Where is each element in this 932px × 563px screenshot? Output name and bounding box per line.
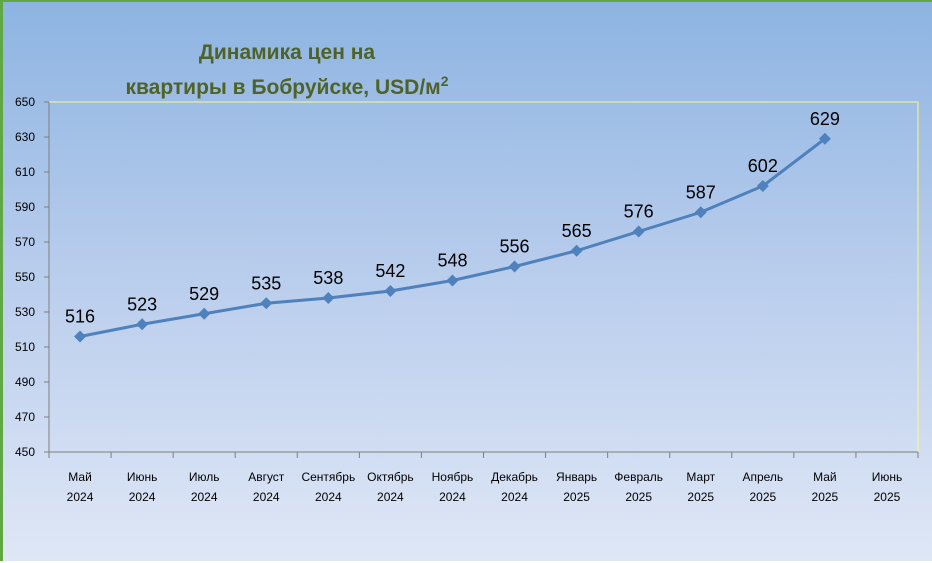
data-point-marker [632, 225, 645, 238]
data-label: 576 [624, 202, 654, 222]
data-label: 556 [500, 237, 530, 257]
x-tick-label-year: 2025 [687, 490, 714, 504]
data-label: 529 [189, 284, 219, 304]
data-point-marker [384, 285, 397, 297]
x-tick-label-year: 2024 [377, 490, 404, 504]
data-label: 523 [127, 294, 157, 314]
data-label: 629 [810, 109, 840, 129]
series [74, 132, 831, 343]
y-tick-label: 570 [15, 235, 35, 249]
x-tick-label-year: 2024 [129, 490, 156, 504]
x-tick-label-month: Январь [556, 470, 597, 484]
x-tick-label-year: 2024 [67, 490, 94, 504]
y-tick-label: 550 [15, 270, 35, 284]
y-tick-label: 630 [15, 130, 35, 144]
data-point-marker [756, 180, 769, 192]
data-labels: 516 523 529 535 538 542 548 556 565 576 587 602 629 [65, 109, 840, 327]
y-tick-label: 590 [15, 200, 35, 214]
data-point-marker [322, 292, 335, 304]
x-tick-label-month: Май [68, 470, 92, 484]
x-tick-label-year: 2024 [191, 490, 218, 504]
y-tick-label: 530 [15, 305, 35, 319]
data-point-marker [694, 206, 707, 219]
x-tick-label-month: Май [813, 470, 837, 484]
x-tick-label-month: Ноябрь [432, 470, 474, 484]
y-tick-label: 610 [15, 165, 35, 179]
x-tick-label-month: Апрель [742, 470, 783, 484]
x-tick-label-year: 2025 [625, 490, 652, 504]
x-tick-label-month: Февраль [614, 470, 663, 484]
x-tick-label-year: 2024 [315, 490, 342, 504]
data-label: 538 [313, 268, 343, 288]
data-point-marker [570, 244, 583, 257]
data-point-marker [508, 260, 521, 273]
y-tick-label: 490 [15, 375, 35, 389]
data-label: 516 [65, 307, 95, 327]
x-tick-label-year: 2024 [439, 490, 466, 504]
x-tick-label-month: Июнь [127, 470, 158, 484]
series-line [79, 137, 826, 338]
data-label: 542 [375, 261, 405, 281]
y-tick-label: 650 [15, 95, 35, 109]
data-point-marker [446, 274, 459, 287]
x-tick-label-month: Июль [189, 470, 220, 484]
line-chart: Динамика цен на квартиры в Бобруйске, US… [15, 41, 919, 504]
x-tick-label-year: 2024 [253, 490, 280, 504]
x-tick-label-year: 2025 [874, 490, 901, 504]
x-tick-label-year: 2025 [812, 490, 839, 504]
y-tick-label: 450 [15, 445, 35, 459]
chart-title-line1: Динамика цен на [199, 41, 375, 64]
x-tick-label-year: 2025 [749, 490, 776, 504]
x-tick-label-month: Март [686, 470, 715, 484]
x-tick-label-month: Сентябрь [301, 470, 355, 484]
data-point-marker [198, 307, 211, 320]
x-tick-label-month: Август [248, 470, 285, 484]
title-superscript: 2 [441, 73, 449, 89]
data-point-marker [136, 318, 149, 331]
x-tick-label-month: Декабрь [491, 470, 538, 484]
data-point-marker [818, 132, 831, 145]
x-tick-label-year: 2024 [501, 490, 528, 504]
x-tick-label-month: Октябрь [367, 470, 414, 484]
data-label: 587 [686, 182, 716, 202]
chart-title-line2: квартиры в Бобруйске, USD/м2 [126, 73, 449, 99]
data-label: 565 [562, 221, 592, 241]
data-point-marker [74, 330, 87, 343]
data-label: 602 [748, 156, 778, 176]
y-tick-label: 470 [15, 410, 35, 424]
data-point-marker [260, 297, 273, 310]
data-label: 548 [437, 251, 467, 271]
y-tick-label: 510 [15, 340, 35, 354]
axes: 450 470 490 510 530 550 570 590 610 630 650 Май 2024… [15, 95, 919, 504]
data-label: 535 [251, 273, 281, 293]
x-tick-label-year: 2025 [563, 490, 590, 504]
plot-area-border [48, 101, 919, 453]
x-tick-label-month: Июнь [872, 470, 903, 484]
